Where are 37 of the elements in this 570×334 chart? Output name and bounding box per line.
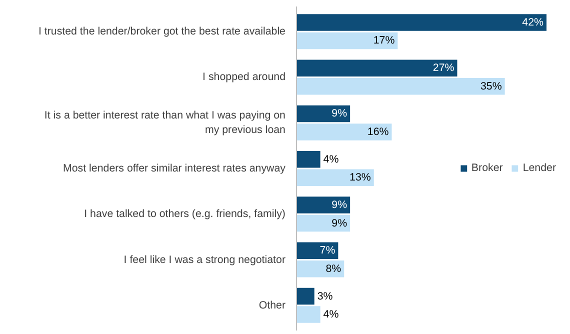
data-label: 9% xyxy=(332,108,348,120)
bar xyxy=(296,260,344,278)
data-label: 27% xyxy=(432,62,455,74)
y-tick-label: I have talked to others (e.g. friends, family) xyxy=(84,208,286,220)
y-tick-label: Other xyxy=(258,299,286,312)
data-label: 8% xyxy=(326,262,342,275)
data-label: 4% xyxy=(323,308,340,321)
y-tick-label: I trusted the lender/broker got the best rate available xyxy=(38,26,286,38)
bar xyxy=(296,169,374,186)
bar xyxy=(296,150,320,168)
y-tick-label: Most lenders offer similar interest rates anyway xyxy=(63,162,286,174)
y-tick-label: I shopped around xyxy=(202,71,286,84)
bar xyxy=(296,306,320,323)
legend-label: Broker xyxy=(471,162,503,174)
data-label: 35% xyxy=(480,80,502,92)
legend-label: Lender xyxy=(522,162,556,174)
bar xyxy=(296,78,505,95)
bar xyxy=(296,124,392,140)
data-label: 16% xyxy=(367,126,390,138)
data-label: 7% xyxy=(320,244,336,257)
bar xyxy=(296,32,398,50)
bar xyxy=(296,105,350,122)
bar xyxy=(296,214,350,232)
data-label: 42% xyxy=(522,16,544,28)
bar xyxy=(296,242,338,260)
data-label: 13% xyxy=(350,172,372,184)
bar xyxy=(296,14,546,31)
bar xyxy=(296,60,458,76)
y-tick-label: I feel like I was a strong negotiator xyxy=(124,254,286,266)
bar xyxy=(296,196,350,214)
data-label: 3% xyxy=(317,290,334,302)
data-label: 17% xyxy=(373,34,396,47)
data-label: 9% xyxy=(332,217,348,230)
bar xyxy=(296,288,314,305)
y-tick-label: It is a better interest rate than what I was paying on my previous loan xyxy=(44,110,286,136)
data-label: 4% xyxy=(323,153,340,166)
data-label: 9% xyxy=(332,199,348,212)
